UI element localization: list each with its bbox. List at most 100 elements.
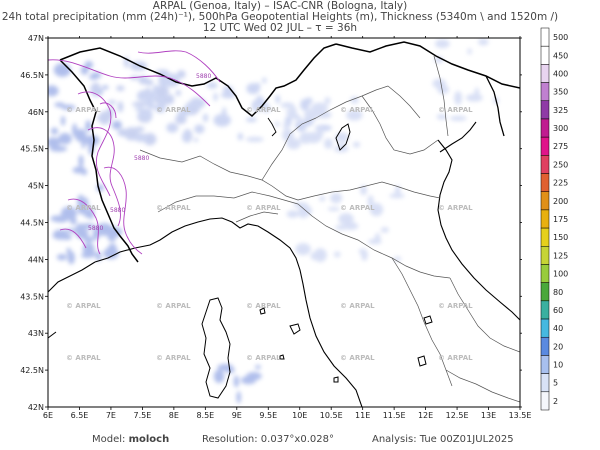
precip-cell <box>213 369 225 384</box>
precip-cell <box>454 91 462 105</box>
precip-cell <box>95 223 113 236</box>
precip-cell <box>83 209 92 218</box>
precip-cell <box>214 119 229 125</box>
precip-cell <box>368 238 382 245</box>
precip-cell <box>158 95 165 104</box>
header-title-line: ARPAL (Genoa, Italy) – ISAC-CNR (Bologna… <box>152 0 408 12</box>
precip-cell <box>166 94 175 105</box>
precip-cell <box>50 127 59 135</box>
contour-label: 5880 <box>196 73 211 80</box>
national-border-slovenia <box>485 75 505 137</box>
colorbar-label: 500 <box>553 33 568 42</box>
precip-cell <box>282 129 294 142</box>
precip-cell <box>380 227 389 233</box>
precip-cell <box>323 138 333 149</box>
lon-label: 9.5E <box>259 411 277 420</box>
national-border <box>59 59 139 263</box>
precip-cell <box>74 128 87 142</box>
colorbar-swatch <box>540 282 550 302</box>
precip-cell <box>48 85 59 97</box>
watermark-label: © ARPAL <box>438 302 473 310</box>
island-elba <box>289 323 301 335</box>
colorbar-label: 175 <box>553 215 568 224</box>
precip-cell <box>56 253 68 261</box>
precip-cell <box>78 154 84 168</box>
precip-cell <box>70 217 77 225</box>
precip-cell <box>233 375 240 388</box>
precip-cell <box>84 135 100 146</box>
precip-cell <box>255 365 261 370</box>
precip-cell <box>245 117 257 123</box>
colorbar-label: 20 <box>553 342 563 351</box>
precip-cell <box>311 102 328 112</box>
precip-cell <box>117 101 124 113</box>
island-montecristo <box>279 354 285 360</box>
precip-cell <box>304 131 322 144</box>
island-capraia <box>259 307 266 315</box>
colorbar-swatch <box>540 64 550 83</box>
precip-cell <box>275 94 280 104</box>
precip-cell <box>286 210 299 218</box>
precip-cell <box>143 133 157 146</box>
precip-cell <box>285 109 294 116</box>
precip-cell <box>52 229 68 240</box>
precip-cell <box>338 213 354 225</box>
watermark-label: © ARPAL <box>246 354 281 362</box>
colorbar-swatch <box>540 136 550 156</box>
colorbar-label: 40 <box>553 324 563 333</box>
regional-borders <box>139 55 520 403</box>
colorbar-label: 150 <box>553 233 568 242</box>
watermark-label: © ARPAL <box>246 302 281 310</box>
colorbar-swatch <box>540 227 550 247</box>
lat-label: 44N <box>28 255 44 264</box>
precip-cell <box>246 83 260 95</box>
lake-trasimeno <box>423 315 433 325</box>
lon-label: 8.5E <box>196 411 214 420</box>
precip-cell <box>262 103 271 113</box>
precip-cell <box>202 113 209 123</box>
precip-cell <box>138 108 153 120</box>
precip-cell <box>222 107 227 119</box>
footer-model-value: moloch <box>128 434 170 445</box>
precip-cell <box>236 391 241 404</box>
colorbar-label: 450 <box>553 51 568 60</box>
national-border-austria <box>335 41 520 89</box>
watermark-label: © ARPAL <box>66 106 101 114</box>
colorbar-label: 5 <box>553 379 558 388</box>
lon-label: 6E <box>43 411 53 420</box>
precip-cell <box>116 85 125 92</box>
watermark-label: © ARPAL <box>438 106 473 114</box>
lat-label: 46.5N <box>20 71 44 80</box>
precip-cell <box>449 115 467 121</box>
colorbar-label: 225 <box>553 179 568 188</box>
precip-cell <box>334 251 341 258</box>
colorbar-swatch <box>540 246 550 265</box>
precip-cell <box>145 90 157 101</box>
colorbar-swatch <box>540 45 550 65</box>
watermark-label: © ARPAL <box>246 204 281 212</box>
footer-model: Model: moloch <box>92 434 169 445</box>
geopotential-contours <box>48 50 221 255</box>
precip-cell <box>369 202 384 217</box>
precip-cell <box>327 206 340 211</box>
watermark-label: © ARPAL <box>438 204 473 212</box>
watermark-label: © ARPAL <box>340 106 375 114</box>
colorbar-swatch <box>540 173 550 192</box>
lat-label: 42N <box>28 403 44 412</box>
footer-resolution: Resolution: 0.037°x0.028° <box>202 434 334 445</box>
precip-cell <box>102 85 109 90</box>
precip-cell <box>67 251 75 265</box>
map-area <box>48 38 520 407</box>
precip-cell <box>478 38 489 46</box>
colorbar-swatch <box>540 82 550 102</box>
lat-label: 43.5N <box>20 292 44 301</box>
precip-cell <box>152 104 167 110</box>
watermark-label: © ARPAL <box>438 354 473 362</box>
lat-label: 46N <box>28 108 44 117</box>
precip-cell <box>237 132 243 141</box>
precip-cell <box>436 113 447 120</box>
colorbar-swatch <box>540 155 550 174</box>
lon-label: 11E <box>355 411 370 420</box>
precip-cell <box>245 136 264 142</box>
lon-label: 11.5E <box>383 411 406 420</box>
